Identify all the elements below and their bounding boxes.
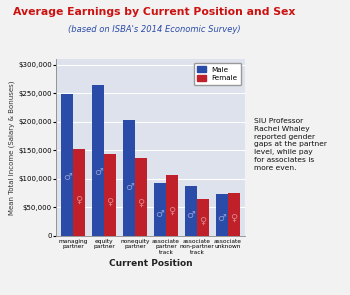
- Bar: [166, 175, 178, 236]
- Text: Average Earnings by Current Position and Sex: Average Earnings by Current Position and…: [13, 7, 295, 17]
- Bar: [216, 194, 228, 236]
- Text: (based on ISBA's 2014 Economic Survey): (based on ISBA's 2014 Economic Survey): [68, 25, 240, 34]
- Text: ♀: ♀: [137, 198, 145, 208]
- Text: ♂: ♂: [156, 209, 164, 219]
- Bar: [154, 183, 166, 236]
- Legend: Male, Female: Male, Female: [194, 63, 241, 85]
- Bar: [104, 154, 116, 236]
- Text: ♂: ♂: [125, 182, 133, 192]
- Text: ♀: ♀: [106, 197, 113, 207]
- Bar: [92, 85, 104, 236]
- Text: ♂: ♂: [218, 214, 226, 224]
- Text: ♂: ♂: [63, 171, 71, 181]
- Bar: [135, 158, 147, 236]
- Bar: [73, 149, 85, 236]
- Y-axis label: Mean Total Income (Salary & Bonuses): Mean Total Income (Salary & Bonuses): [9, 80, 15, 215]
- Bar: [228, 193, 240, 236]
- Bar: [123, 120, 135, 236]
- Text: ♀: ♀: [168, 205, 175, 215]
- Bar: [197, 199, 209, 236]
- Bar: [185, 186, 197, 236]
- Text: SIU Professor
Rachel Whaley
reported gender
gaps at the partner
level, while pay: SIU Professor Rachel Whaley reported gen…: [254, 118, 327, 171]
- Bar: [61, 94, 73, 236]
- Text: ♀: ♀: [199, 215, 206, 225]
- Text: ♂: ♂: [187, 210, 195, 220]
- Text: ♂: ♂: [94, 168, 103, 178]
- Text: ♀: ♀: [230, 213, 237, 223]
- Text: ♀: ♀: [75, 194, 83, 204]
- X-axis label: Current Position: Current Position: [109, 259, 192, 268]
